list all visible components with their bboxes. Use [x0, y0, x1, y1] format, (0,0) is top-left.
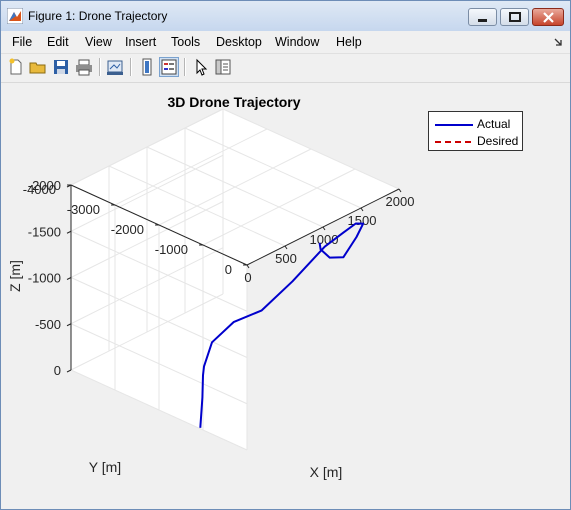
z-tick-label: -500 [35, 317, 61, 332]
colorbar-icon [142, 58, 152, 76]
matlab-icon [7, 8, 23, 24]
print-icon [76, 59, 92, 76]
z-grid-line [70, 369, 248, 451]
z-axis-label: Z [m] [7, 260, 23, 292]
x-tick-label: 500 [275, 251, 297, 266]
z-tick-mark [66, 369, 72, 373]
legend-actual-label: Actual [477, 117, 511, 131]
colorbar-button[interactable] [137, 57, 157, 77]
y-tick-label: -1000 [155, 242, 188, 257]
z-grid-line [70, 247, 224, 325]
z-tick-label: -1500 [28, 224, 61, 239]
z-tick-label: 0 [54, 363, 61, 378]
menu-edit[interactable]: Edit [47, 35, 69, 49]
legend-icon [161, 59, 177, 75]
z-grid-line [70, 323, 248, 405]
z-grid-line [70, 108, 224, 186]
toolbar-separator [99, 58, 101, 76]
menu-view[interactable]: View [85, 35, 112, 49]
z-tick-label: -1000 [28, 271, 61, 286]
x-tick-mark [322, 226, 326, 231]
link-plot-icon [107, 60, 123, 75]
x-tick-label: 1000 [310, 232, 339, 247]
x-tick-mark [284, 245, 288, 250]
y-tick-label: -4000 [23, 182, 56, 197]
legend-button[interactable] [159, 57, 179, 77]
legend-desired-label: Desired [477, 134, 519, 148]
toolbar-separator [184, 58, 186, 76]
title-bar[interactable]: Figure 1: Drone Trajectory [1, 1, 570, 31]
property-editor-icon [215, 59, 231, 75]
y-axis-label: Y [m] [89, 459, 121, 475]
property-editor-button[interactable] [213, 57, 233, 77]
print-button[interactable] [74, 57, 94, 77]
x-tick-label: 0 [244, 270, 251, 285]
close-icon [543, 12, 554, 23]
z-tick-mark [66, 184, 72, 188]
legend-box[interactable]: Actual Desired [428, 111, 523, 151]
z-grid-line [70, 277, 248, 358]
pointer-button[interactable] [191, 57, 211, 77]
z-tick-mark [66, 277, 72, 280]
dock-arrow-icon[interactable] [553, 37, 563, 47]
z-tick-mark [66, 323, 72, 327]
new-figure-icon [9, 58, 22, 75]
y-tick-label: -3000 [67, 202, 100, 217]
menu-help[interactable]: Help [336, 35, 362, 49]
menu-bar: File Edit View Insert Tools Desktop Wind… [1, 32, 570, 54]
save-icon [54, 60, 68, 74]
series-actual-line [199, 222, 365, 428]
open-file-button[interactable] [28, 57, 48, 77]
y-grid-line [158, 148, 312, 226]
close-button[interactable] [532, 8, 564, 26]
x-axis-label: X [m] [310, 464, 343, 480]
open-file-icon [29, 62, 46, 74]
window-title: Figure 1: Drone Trajectory [28, 9, 168, 23]
y-grid-line [114, 128, 268, 206]
x-tick-mark [398, 188, 402, 193]
figure-toolbar [1, 54, 570, 83]
z-grid-line [70, 201, 224, 278]
menu-window[interactable]: Window [275, 35, 320, 49]
maximize-button[interactable] [500, 8, 529, 26]
menu-desktop[interactable]: Desktop [216, 35, 262, 49]
x-tick-label: 2000 [386, 194, 415, 209]
minimize-button[interactable] [468, 8, 497, 26]
plot-3d-axes[interactable]: 05001000150020000-1000-2000-3000-40000-5… [2, 83, 569, 507]
x-tick-mark [360, 207, 364, 212]
z-tick-mark [66, 230, 72, 234]
menu-tools[interactable]: Tools [171, 35, 201, 49]
chart-title: 3D Drone Trajectory [167, 94, 300, 110]
maximize-icon [509, 12, 521, 22]
x-tick-mark [246, 264, 250, 269]
y-grid-line [202, 168, 356, 246]
link-plot-button[interactable] [105, 57, 125, 77]
z-grid-line [70, 230, 248, 312]
y-tick-label: -2000 [111, 222, 144, 237]
z-grid-line [70, 154, 224, 232]
minimize-icon [478, 19, 487, 22]
new-figure-button[interactable] [6, 57, 26, 77]
menu-file[interactable]: File [12, 35, 33, 49]
figure-canvas: 0 500 1000 1500 2000 0 -1000 -2000 -3000 -4000 0 -5… [2, 83, 569, 507]
menu-insert[interactable]: Insert [125, 35, 157, 49]
pointer-icon [196, 58, 208, 76]
save-button[interactable] [51, 57, 71, 77]
z-tick-label: -2000 [28, 178, 61, 193]
z-grid-line [70, 293, 224, 371]
y-tick-label: 0 [225, 262, 232, 277]
toolbar-separator [130, 58, 132, 76]
